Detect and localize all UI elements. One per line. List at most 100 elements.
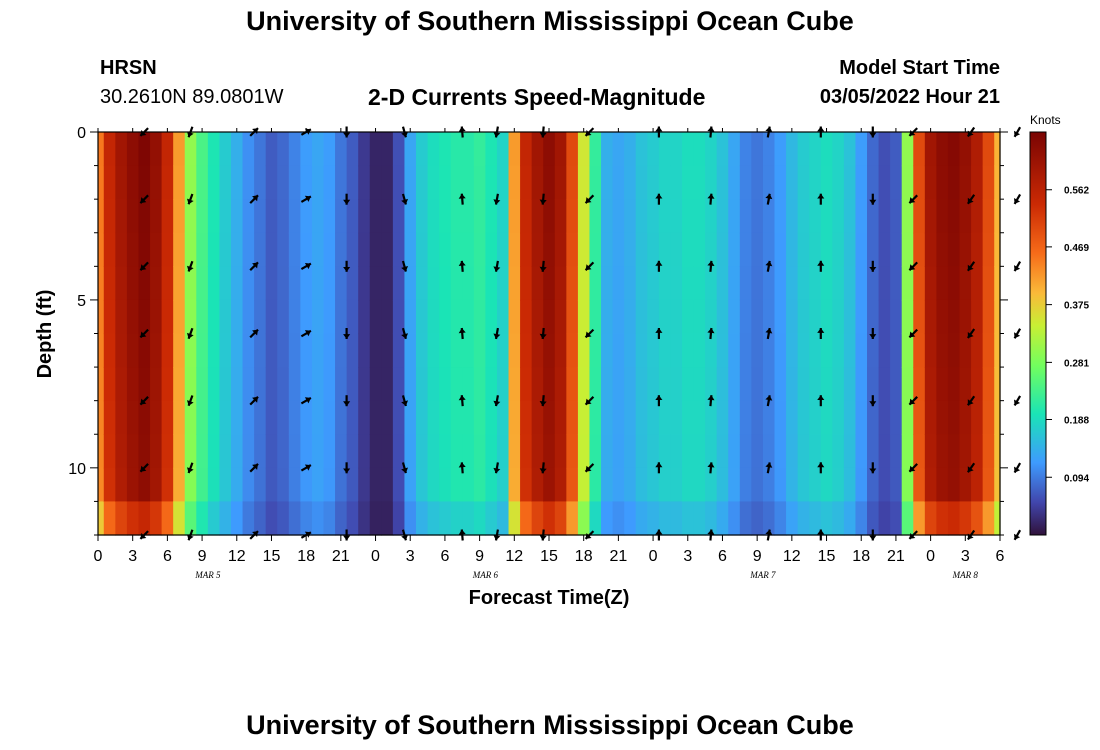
current-vector [187,462,194,474]
vector-head [539,535,547,541]
heatmap-cell [520,501,533,536]
heatmap-cell [335,367,348,402]
heatmap-cell [843,232,857,267]
heatmap-cell [577,299,591,335]
heatmap-cell [751,132,764,167]
heatmap-cell [601,333,614,368]
heatmap-cell [150,434,163,469]
heatmap-cell [196,333,209,368]
heatmap-cell [670,299,683,335]
heatmap-cell [508,299,521,335]
heatmap-cell [103,199,116,234]
heatmap-cell [520,434,533,469]
heatmap-cell [98,232,105,267]
heatmap-cell [242,434,255,469]
heatmap-cell [300,299,313,335]
heatmap-cell [543,132,556,167]
x-tick-label: 9 [198,548,207,565]
heatmap-cell [913,266,926,301]
heatmap-cell [635,299,648,335]
heatmap-cell [103,165,116,200]
heatmap-cell [242,199,255,234]
heatmap-cell [971,501,984,536]
heatmap-cell [462,367,475,402]
vector-head [401,266,408,272]
heatmap-cell [196,132,209,167]
heatmap-cell [531,367,544,402]
heatmap-cell [647,199,660,234]
heatmap-cell [358,165,371,200]
heatmap-cell [589,199,602,234]
heatmap-cell [867,333,880,368]
vector-head [1014,198,1021,204]
heatmap-cell [323,333,336,368]
heatmap-cell [184,165,197,200]
heatmap-cell [658,299,672,335]
vector-head [343,401,351,407]
colorbar-tick-label: 0.188 [1064,416,1089,427]
heatmap-cell [346,367,359,402]
heatmap-cell [473,501,486,536]
heatmap-cell [913,501,926,536]
heatmap-cell [404,232,417,267]
heatmap-cell [508,132,521,167]
vector-head [707,328,715,334]
heatmap-cell [924,434,937,469]
heatmap-cell [311,467,325,503]
heatmap-cell [103,501,116,536]
heatmap-cell [381,132,394,167]
vector-head [493,266,501,272]
heatmap-cell [774,199,787,234]
heatmap-cell [681,333,695,368]
heatmap-cell [786,232,799,267]
vector-head [765,328,773,334]
heatmap-cell [820,467,833,503]
heatmap-cell [890,467,903,503]
heatmap-cell [971,132,984,167]
heatmap-cell [982,165,995,200]
vector-head [909,331,916,338]
heatmap-cell [323,467,336,503]
heatmap-cell [901,299,914,335]
heatmap-cell [774,165,787,200]
heatmap-cell [601,199,614,234]
heatmap-cell [566,434,579,469]
heatmap-cell [762,501,776,536]
heatmap-cell [277,501,290,536]
heatmap-cell [936,400,949,435]
heatmap-cell [508,266,521,301]
heatmap-cell [774,232,787,267]
heatmap-cell [485,232,498,267]
heatmap-cell [612,266,625,301]
heatmap-cell [242,165,255,200]
heatmap-cell [577,367,591,402]
heatmap-cell [739,232,752,267]
heatmap-cell [404,266,417,301]
heatmap-cell [531,299,544,335]
heatmap-cell [751,434,764,469]
current-vector [493,327,501,340]
heatmap-cell [450,299,463,335]
heatmap-cell [820,501,833,536]
heatmap-cell [138,434,151,469]
current-vector [765,193,773,205]
heatmap-cell [878,367,891,402]
heatmap-cell [566,266,579,301]
heatmap-cell [705,199,718,234]
heatmap-cell [832,266,845,301]
heatmap-cell [739,199,752,234]
heatmap-cell [358,367,371,402]
x-tick-label: 15 [818,548,836,565]
heatmap-cell [601,467,614,503]
heatmap-cell [693,165,706,200]
heatmap-cell [693,434,706,469]
heatmap-cell [681,299,695,335]
heatmap-cell [277,333,290,368]
current-vector [539,193,547,205]
heatmap-cell [624,165,637,200]
vector-head [765,395,773,401]
vector-head [869,535,877,541]
heatmap-cell [335,199,348,234]
vector-head [585,465,592,472]
